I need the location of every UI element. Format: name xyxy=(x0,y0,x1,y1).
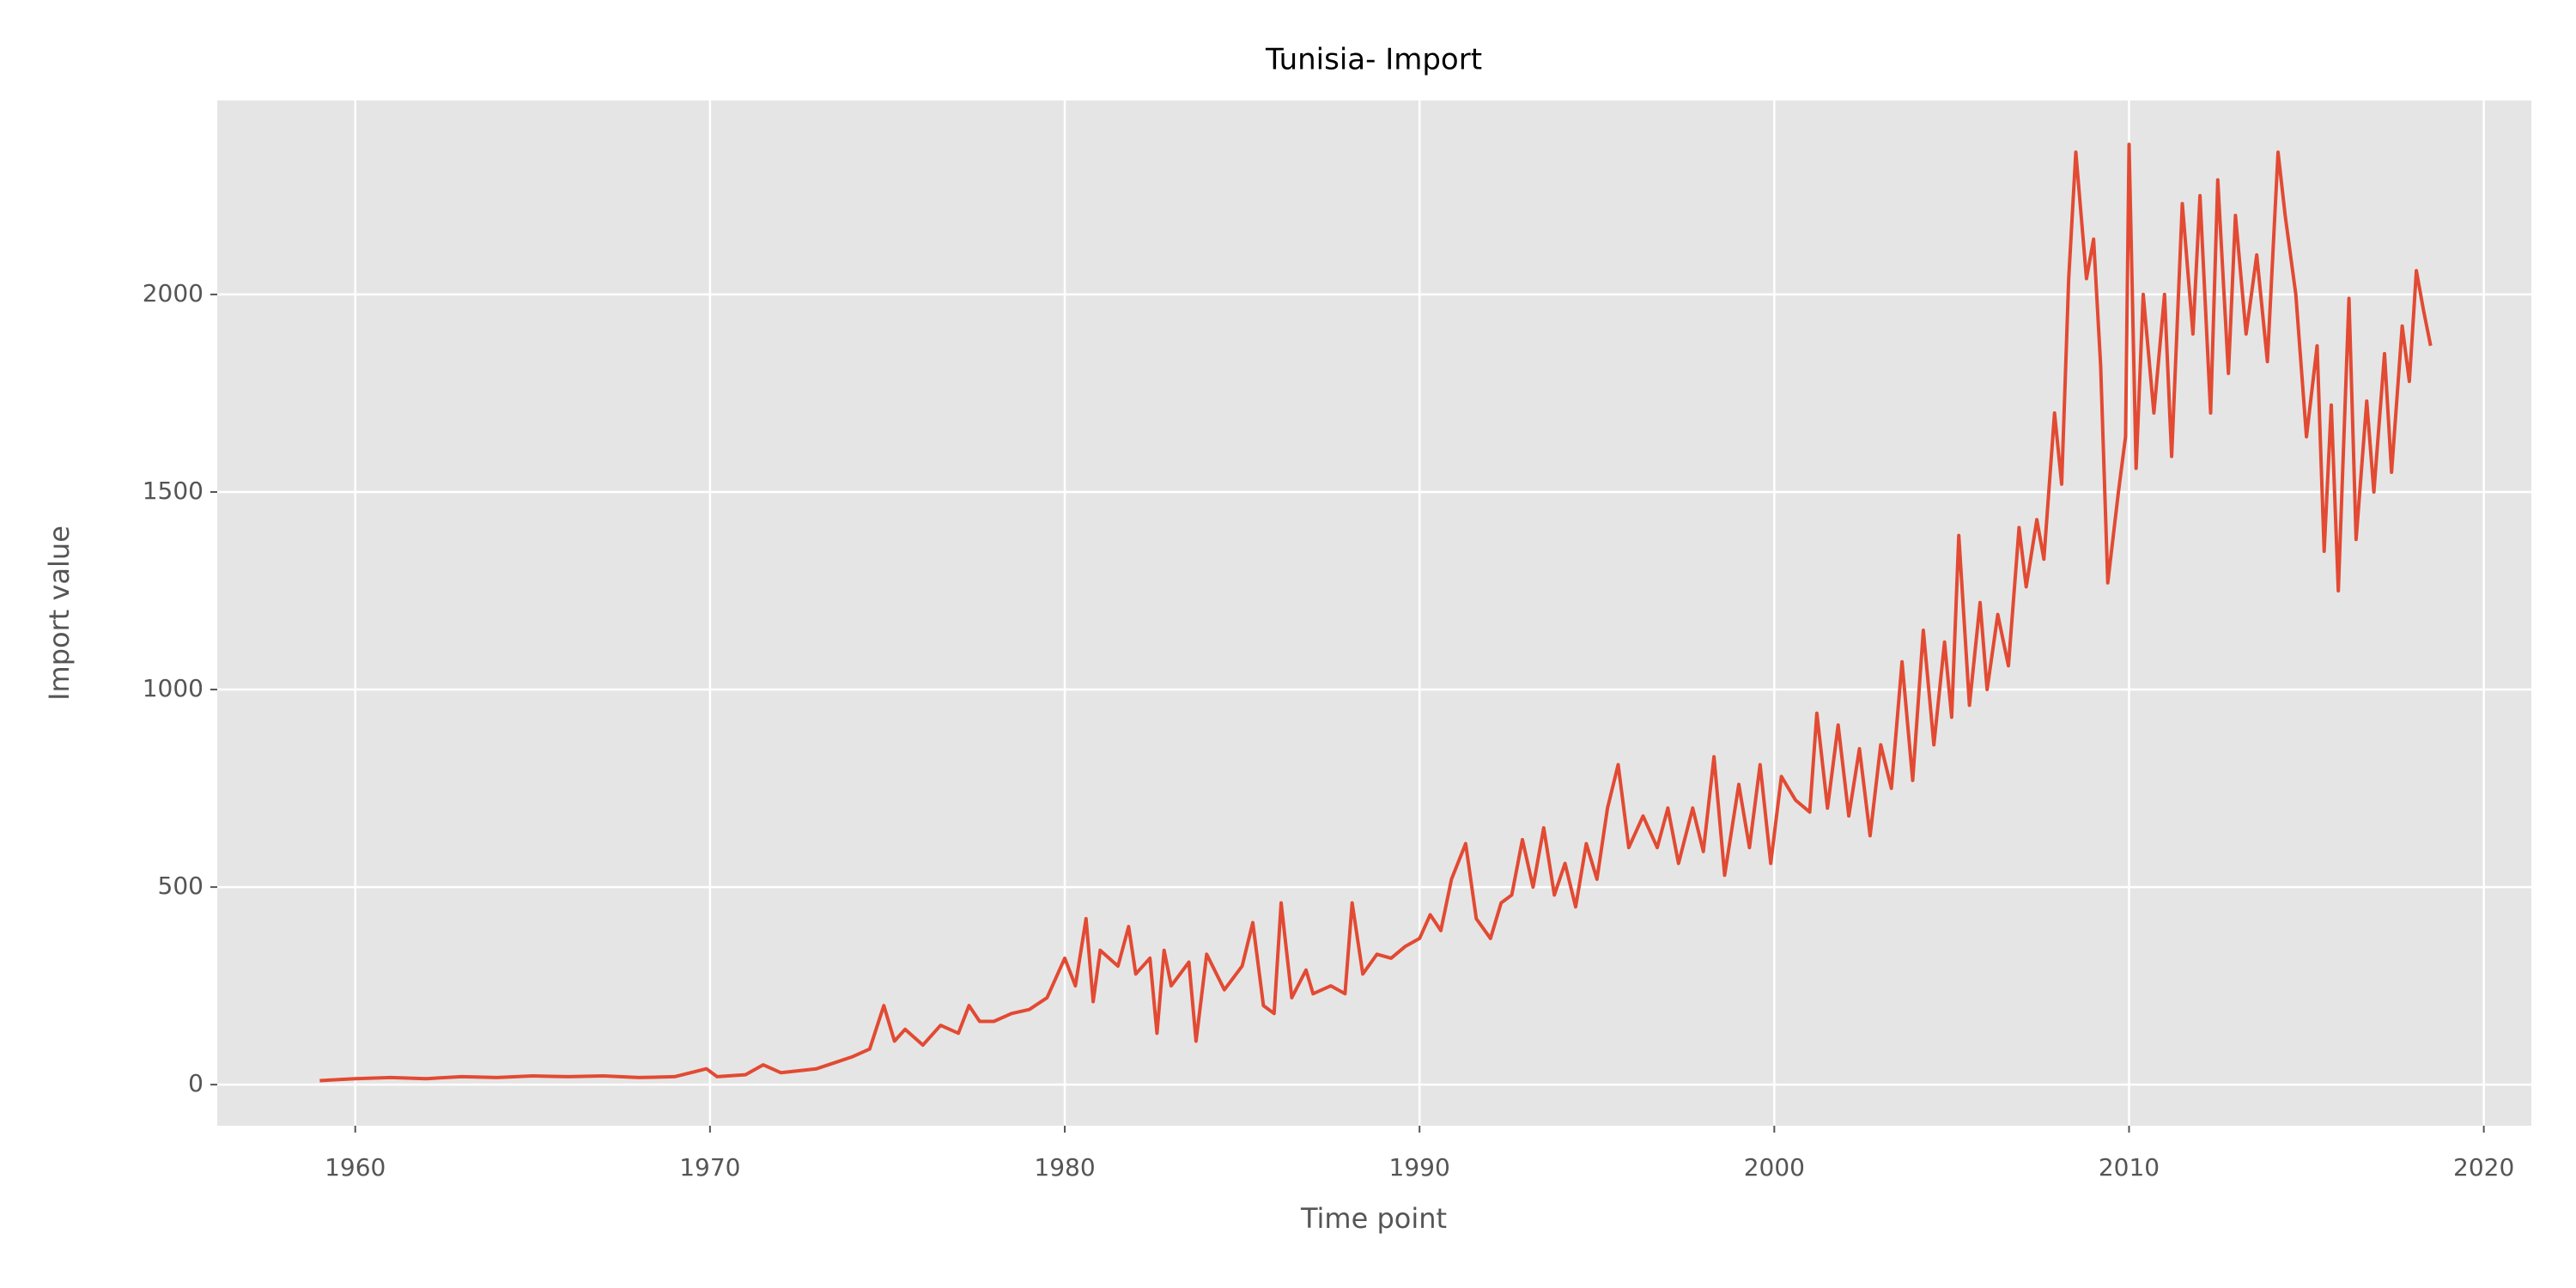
x-tick-label: 1990 xyxy=(1389,1153,1450,1182)
y-tick-label: 500 xyxy=(158,872,204,900)
x-tick-label: 1970 xyxy=(679,1153,740,1182)
x-axis-label: Time point xyxy=(1300,1202,1447,1235)
data-line xyxy=(319,143,2433,1083)
x-tick-label: 2010 xyxy=(2099,1153,2160,1182)
x-tick-label: 1960 xyxy=(325,1153,386,1182)
y-tick-label: 2000 xyxy=(143,279,204,307)
y-tick-label: 1000 xyxy=(143,674,204,702)
x-tick-label: 2020 xyxy=(2453,1153,2514,1182)
chart-title: Tunisia- Import xyxy=(1265,43,1482,77)
x-tick-label: 1980 xyxy=(1034,1153,1095,1182)
y-axis-label: Import value xyxy=(43,526,76,701)
x-tick-label: 2000 xyxy=(1744,1153,1805,1182)
y-tick-label: 1500 xyxy=(143,477,204,505)
y-tick-label: 0 xyxy=(188,1069,204,1097)
plot-background xyxy=(217,100,2531,1126)
